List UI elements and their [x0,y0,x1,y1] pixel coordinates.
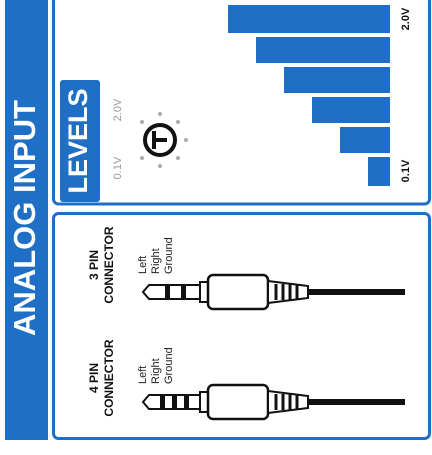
plug-tip [141,284,206,300]
pin-label: Right [150,248,162,274]
strain-relief [267,389,309,415]
knob-max-label: 2.0V [112,98,124,121]
meter-min-label: 0.1V [400,159,412,182]
pin-label: Ground [163,347,175,384]
plug-body [206,383,270,421]
pin-label: Left [137,366,149,384]
meter-max-label: 2.0V [400,7,412,30]
connector-name: CONNECTOR [102,339,116,416]
connector-name: 4 PIN [87,363,101,393]
connector-panel [52,212,431,440]
plug-body [206,273,270,311]
pin-label: Right [150,358,162,384]
plug-ring [172,395,177,409]
side-banner [5,0,48,440]
plug-ring [181,285,186,299]
connector-name: CONNECTOR [102,226,116,303]
pin-label: Left [137,256,149,274]
plug-ring [165,285,170,299]
knob [140,112,188,168]
jack [141,273,405,311]
connector-name: 3 PIN [87,250,101,280]
strain-relief [267,279,309,305]
levels-tab [60,80,100,202]
pin-label: Ground [163,237,175,274]
knob-min-label: 0.1V [112,156,124,179]
levels-title: LEVELS [63,88,93,193]
plug-ring [184,395,189,409]
plug-ring [160,395,165,409]
jack [141,383,405,421]
level-meter [228,5,390,186]
banner-title: ANALOG INPUT [7,100,42,336]
